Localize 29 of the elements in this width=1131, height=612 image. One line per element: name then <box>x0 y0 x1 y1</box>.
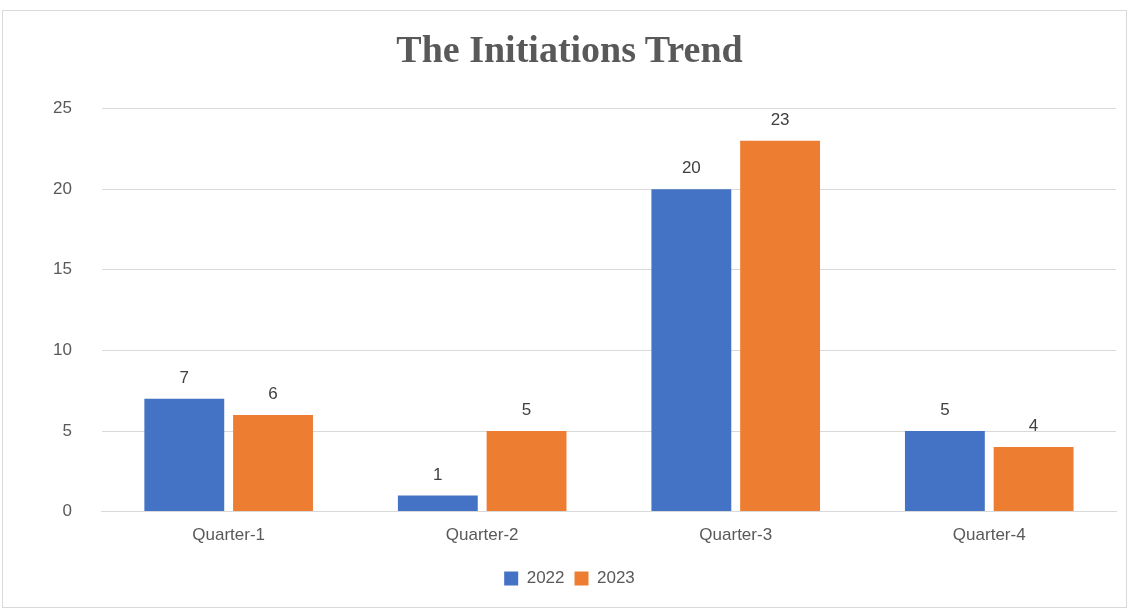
bar <box>993 447 1074 512</box>
data-label: 7 <box>179 367 190 387</box>
bar <box>486 431 567 512</box>
data-label: 5 <box>940 400 950 420</box>
x-tick-label: Quarter-4 <box>952 525 1026 545</box>
bar <box>144 398 225 512</box>
y-tick-label: 5 <box>62 420 72 440</box>
bar <box>233 414 313 512</box>
data-label: 20 <box>681 158 701 178</box>
chart-title: The Initiations Trend <box>396 27 743 70</box>
legend-label: 2022 <box>526 568 565 588</box>
y-tick-label: 10 <box>52 340 72 360</box>
data-label: 1 <box>433 464 443 484</box>
y-tick-label: 0 <box>62 501 72 521</box>
data-label: 5 <box>521 400 532 420</box>
data-label: 4 <box>1028 416 1039 436</box>
x-tick-label: Quarter-1 <box>192 525 266 545</box>
y-tick-label: 20 <box>52 178 72 198</box>
bar <box>904 431 985 512</box>
legend-label: 2023 <box>597 568 635 588</box>
x-tick-label: Quarter-3 <box>699 525 773 545</box>
bar <box>740 140 821 512</box>
data-label: 6 <box>268 384 278 404</box>
data-label: 23 <box>770 110 790 130</box>
y-tick-label: 25 <box>52 98 72 118</box>
y-tick-label: 15 <box>52 259 72 279</box>
x-tick-label: Quarter-2 <box>445 525 519 545</box>
bar <box>651 189 732 512</box>
bar <box>397 495 478 512</box>
